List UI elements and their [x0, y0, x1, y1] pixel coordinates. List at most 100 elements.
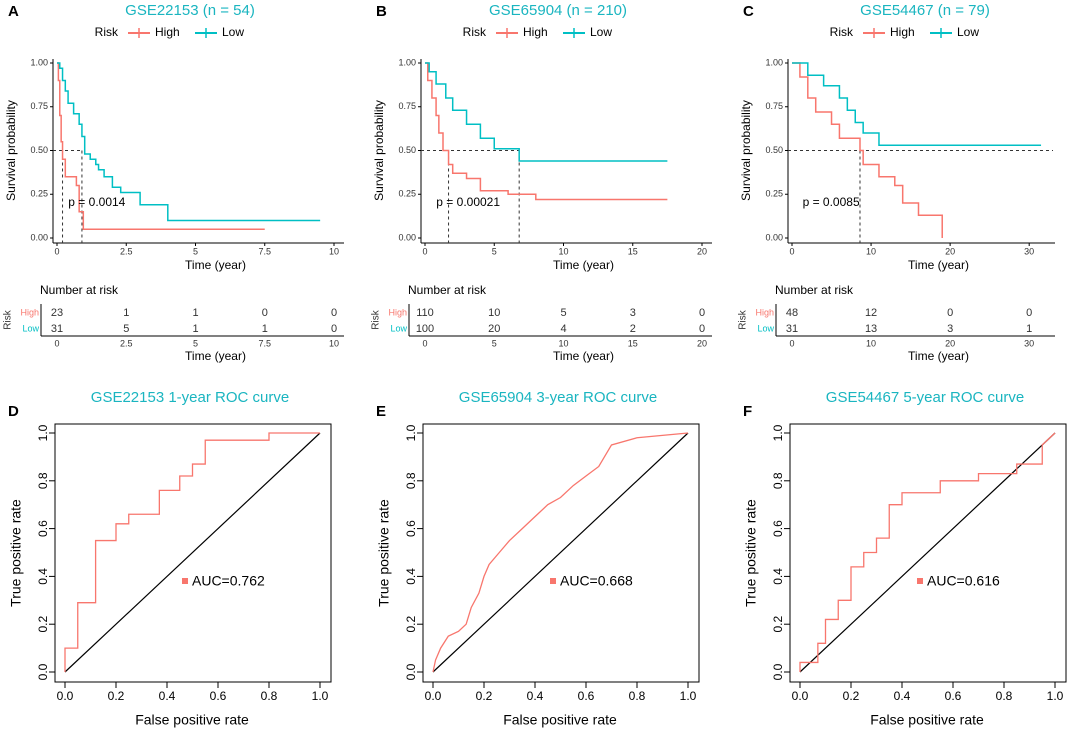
legend-label: High	[523, 25, 548, 39]
survival-curve	[792, 62, 1042, 146]
legend-swatch	[550, 578, 556, 584]
y-axis-label: True positive rate	[376, 499, 392, 607]
risk-count: 1	[192, 307, 198, 319]
risk-row-label: Low	[757, 323, 774, 333]
panel: A GSE22153 (n = 54) Risk High Low 0.00 0.25 0.5…	[3, 2, 344, 363]
x-axis-label: Time (year)	[908, 258, 969, 272]
auc-label: AUC=0.762	[192, 573, 265, 589]
x-axis-label: Time (year)	[185, 258, 246, 272]
x-tick-label: 7.5	[258, 246, 271, 256]
y-tick-label: 0.6	[771, 520, 785, 537]
risk-count: 12	[865, 307, 877, 319]
roc-curve	[432, 432, 689, 673]
survival-curve	[425, 62, 668, 201]
y-tick-label: 0.00	[398, 232, 416, 242]
risk-x-tick-label: 7.5	[258, 338, 271, 348]
y-tick-label: 0.75	[765, 101, 783, 111]
risk-x-tick-label: 10	[329, 338, 339, 348]
x-tick-label: 10	[866, 246, 876, 256]
panel-label: C	[743, 3, 754, 20]
risk-count: 31	[51, 323, 63, 335]
risk-table-ylabel: Risk	[371, 309, 382, 329]
x-tick-label: 20	[697, 246, 707, 256]
x-tick-label: 10	[558, 246, 568, 256]
p-value: p = 0.0085	[803, 195, 860, 209]
x-tick-label: 0	[789, 246, 794, 256]
risk-x-axis-label: Time (year)	[185, 349, 246, 363]
x-tick-label: 5	[492, 246, 497, 256]
panel-label: A	[8, 3, 19, 20]
diagonal	[799, 432, 1056, 673]
risk-x-axis-label: Time (year)	[908, 349, 969, 363]
panel-label: F	[743, 403, 752, 420]
risk-x-tick-label: 20	[945, 338, 955, 348]
panel: B GSE65904 (n = 210)Risk High Low0.000.250.…	[371, 2, 712, 363]
x-axis-label: Time (year)	[553, 258, 614, 272]
auc-label: AUC=0.616	[927, 573, 1000, 589]
risk-table-ylabel: Risk	[738, 309, 749, 329]
y-tick-label: 0.0	[36, 663, 50, 680]
p-value: p = 0.00021	[436, 195, 500, 209]
risk-count: 0	[331, 323, 337, 335]
x-tick-label: 15	[628, 246, 638, 256]
legend-title: Risk	[463, 25, 487, 39]
y-axis-label: True positive rate	[743, 499, 759, 607]
risk-count: 31	[786, 323, 798, 335]
x-tick-label: 0.4	[159, 689, 176, 703]
y-tick-label: 0.75	[398, 101, 416, 111]
y-tick-label: 0.75	[30, 101, 48, 111]
y-tick-label: 0.00	[30, 232, 48, 242]
risk-count: 1	[1026, 323, 1032, 335]
x-tick-label: 1.0	[680, 689, 697, 703]
legend-label: High	[890, 25, 915, 39]
y-tick-label: 0.25	[398, 189, 416, 199]
y-tick-label: 0.00	[765, 232, 783, 242]
chart-title: GSE54467 (n = 79)	[860, 2, 990, 19]
y-tick-label: 0.50	[765, 145, 783, 155]
y-tick-label: 0.0	[404, 663, 418, 680]
x-tick-label: 0.4	[527, 689, 544, 703]
y-tick-label: 0.0	[771, 663, 785, 680]
x-tick-label: 0	[54, 246, 59, 256]
risk-count: 13	[865, 323, 877, 335]
x-axis-label: False positive rate	[503, 712, 617, 728]
plot-frame	[789, 423, 1067, 683]
risk-x-tick-label: 0	[789, 338, 794, 348]
risk-count: 0	[262, 307, 268, 319]
y-tick-label: 0.50	[30, 145, 48, 155]
chart-title: GSE65904 (n = 210)	[489, 2, 627, 19]
plot-frame	[422, 423, 700, 683]
x-tick-label: 0.8	[996, 689, 1013, 703]
x-tick-label: 0.2	[843, 689, 860, 703]
chart-title: GSE65904 3-year ROC curve	[459, 389, 657, 406]
risk-count: 0	[699, 307, 705, 319]
y-axis-label: Survival probability	[372, 100, 386, 201]
auc-label: AUC=0.668	[560, 573, 633, 589]
x-tick-label: 1.0	[312, 689, 329, 703]
y-tick-label: 1.00	[765, 57, 783, 67]
x-tick-label: 30	[1024, 246, 1034, 256]
survival-curve	[792, 62, 943, 238]
x-tick-label: 0.6	[210, 689, 227, 703]
risk-x-tick-label: 15	[628, 338, 638, 348]
risk-count: 4	[560, 323, 566, 335]
risk-table-title: Number at risk	[408, 283, 487, 297]
chart-title: GSE54467 5-year ROC curve	[826, 389, 1024, 406]
risk-count: 10	[488, 307, 500, 319]
plot-frame	[54, 423, 332, 683]
risk-table-title: Number at risk	[775, 283, 854, 297]
risk-count: 3	[630, 307, 636, 319]
x-tick-label: 0.8	[261, 689, 278, 703]
risk-count: 5	[123, 323, 129, 335]
risk-count: 20	[488, 323, 500, 335]
risk-count: 0	[699, 323, 705, 335]
diagonal	[432, 432, 689, 673]
risk-count: 48	[786, 307, 798, 319]
y-tick-label: 0.6	[404, 520, 418, 537]
risk-count: 1	[123, 307, 129, 319]
survival-curve	[57, 62, 321, 222]
y-tick-label: 0.25	[765, 189, 783, 199]
y-axis-label: Survival probability	[739, 100, 753, 201]
survival-curve	[57, 62, 265, 230]
legend-label: Low	[590, 25, 612, 39]
